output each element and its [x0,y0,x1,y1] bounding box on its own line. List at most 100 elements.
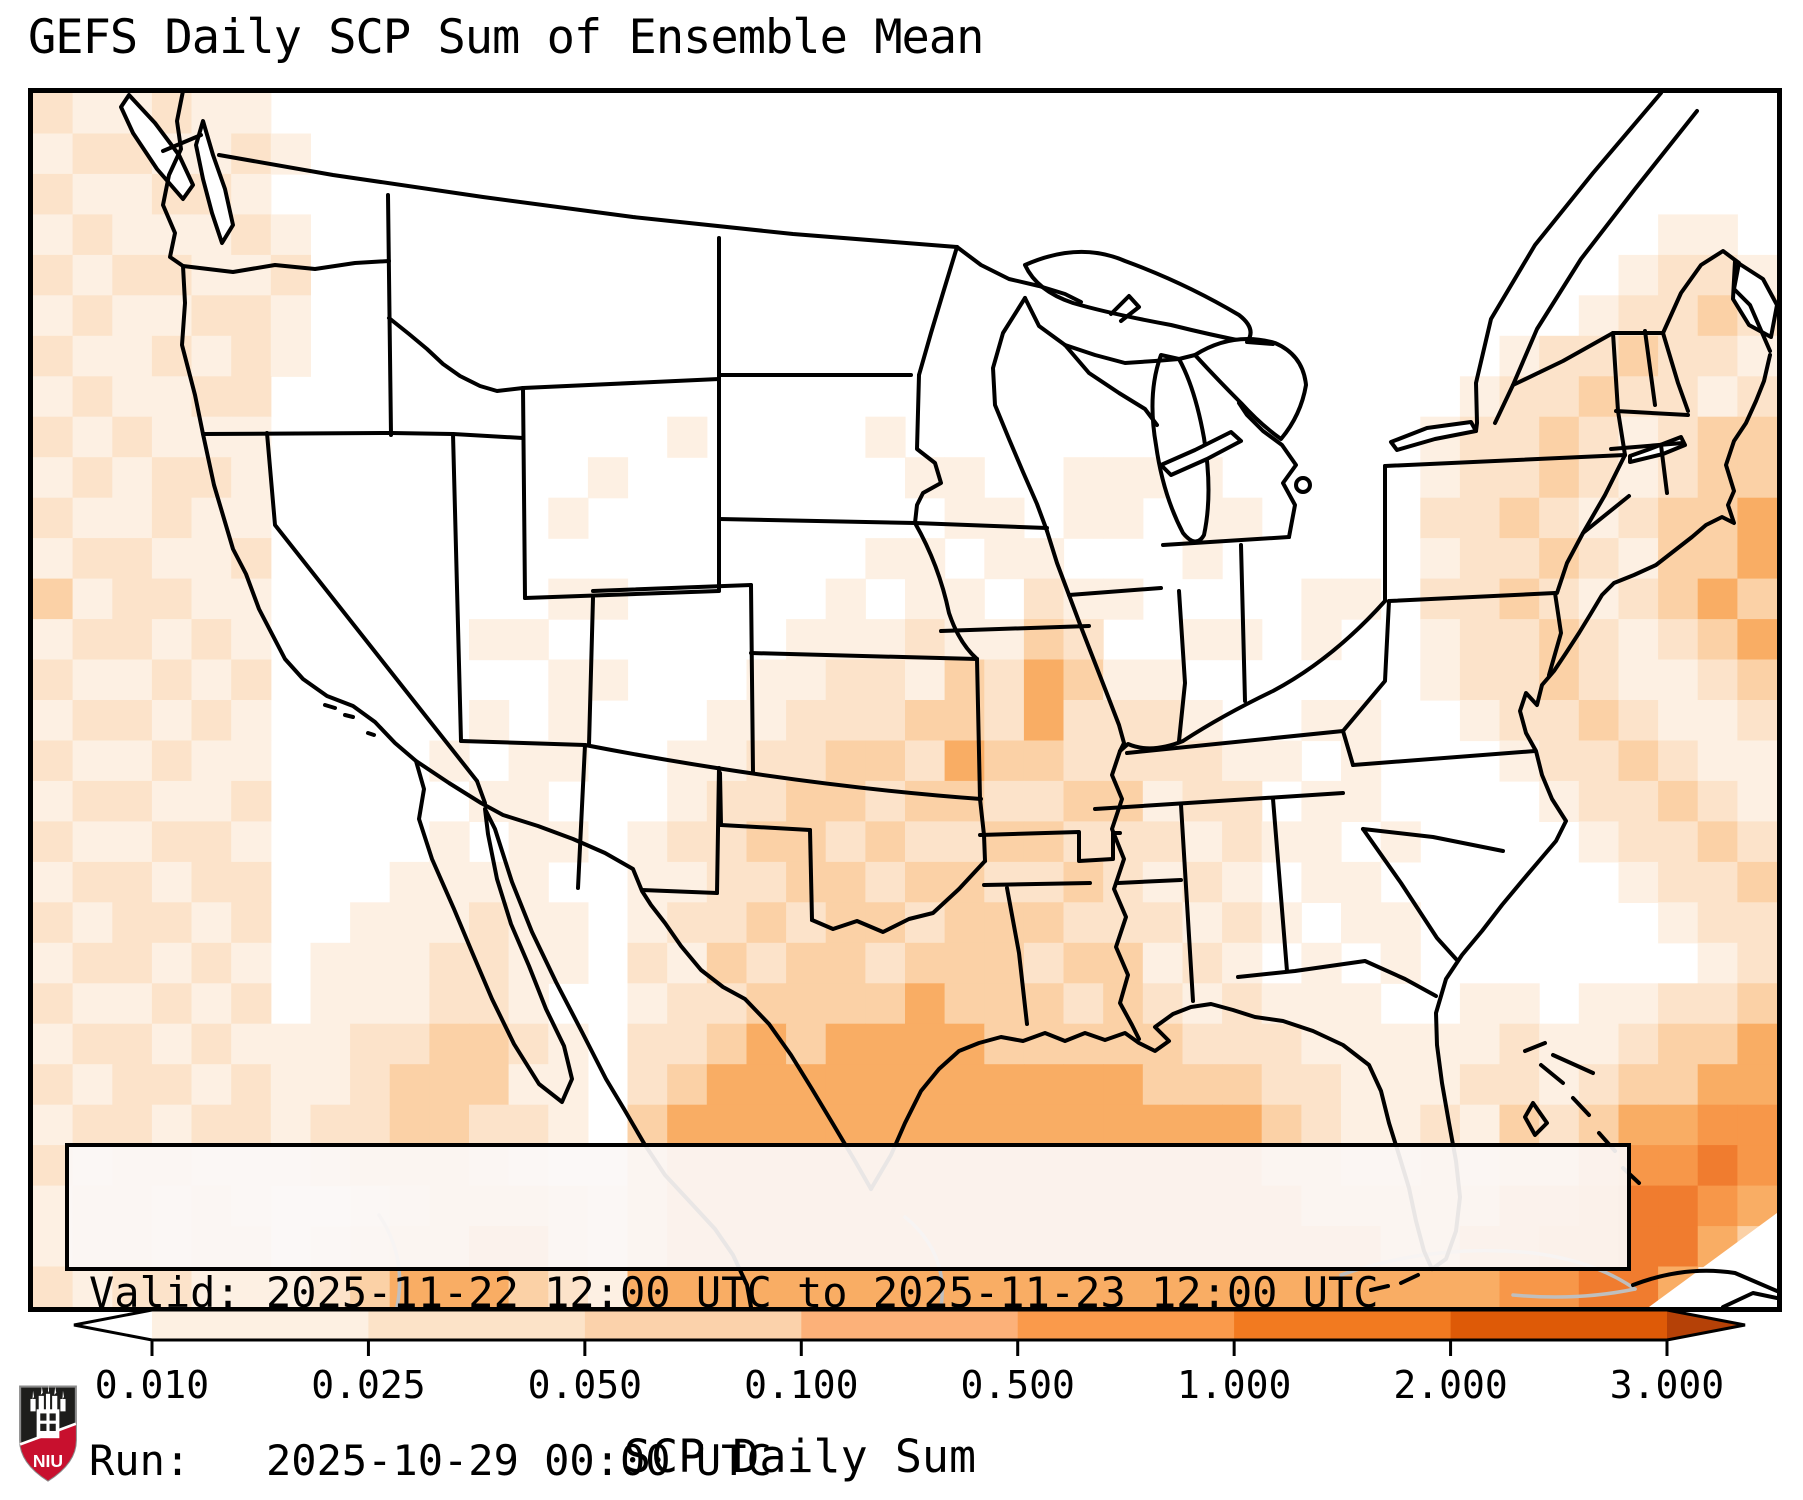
bahamas-islands [1523,1041,1641,1185]
heat-cell [1499,1266,1540,1307]
heat-cell [1697,214,1738,256]
florida-keys [1369,1273,1420,1292]
heat-cell [984,780,1025,822]
az-nm-border [576,743,587,890]
heat-cell [389,1104,430,1146]
heat-cell [1023,821,1065,863]
heat-cell [587,457,629,499]
heat-cell [1499,1104,1540,1146]
heat-cell [1142,1266,1183,1307]
castle-windows [40,1413,56,1431]
heat-cell [1103,497,1144,539]
heat-cell [1737,538,1777,580]
heat-cell [33,1023,74,1065]
heat-cell [746,1023,787,1065]
heat-cell [112,861,153,903]
heat-cell [1658,1185,1699,1227]
heat-cell [231,335,272,377]
sault [1245,340,1275,346]
heat-cell [33,457,74,499]
heat-cell [627,942,668,984]
heat-cell [72,416,113,458]
heat-cell [1658,861,1699,903]
heat-cell [33,376,74,418]
nm-south [640,888,719,895]
heat-cell [72,619,113,661]
lake-huron [1193,337,1308,441]
heat-cell [1737,578,1777,620]
heat-cell [1142,780,1183,822]
us-mexico-border [414,759,873,1191]
heat-cell [1539,740,1580,782]
heat-cell [1737,942,1777,984]
heat-cell [151,1064,193,1106]
heat-cell [191,1104,232,1146]
heat-cell [1658,1104,1699,1146]
heat-cell [72,983,113,1025]
heat-cell [548,497,589,539]
heat-cell [706,1023,747,1065]
heat-cell [1301,1266,1342,1307]
heat-cell [1222,861,1263,903]
heat-cell [1459,1266,1501,1307]
heat-cell [825,659,866,701]
heat-cell [72,376,113,418]
heat-cell [1023,902,1065,944]
heat-cell [746,1266,787,1307]
heat-cell [706,700,747,742]
heat-cell [33,254,74,296]
heat-cell [1658,740,1699,782]
heat-cell [1301,861,1342,903]
borders [161,93,1777,1307]
heat-cell [905,619,946,661]
heat-cell [72,173,113,215]
puget-sound [194,119,235,245]
heat-cell [1697,578,1738,620]
heat-cell [1618,983,1659,1025]
heat-cell [1737,659,1777,701]
heat-cell [1578,821,1619,863]
heat-cell [231,659,272,701]
heat-cell [112,376,153,418]
heat-cell [1697,700,1738,742]
heat-cell [984,538,1025,580]
heat-cell [1023,942,1065,984]
heat-cell [905,821,946,863]
wi-mi-border [1063,343,1159,427]
heat-cell [1499,983,1540,1025]
heat-cell [667,1104,708,1146]
heat-cell [1103,1064,1144,1106]
colorbar-tick-labels: 0.010 0.025 0.050 0.100 0.500 1.000 2.000 3.000 [95,1363,1724,1407]
heat-cell [72,902,113,944]
heat-cell [1697,983,1738,1025]
heat-cell [1103,578,1144,620]
heat-cell [1261,1023,1302,1065]
heat-cell [33,578,74,620]
heat-cell [1578,538,1619,580]
ct-ri-border [1659,443,1669,495]
heat-cell [1658,214,1699,256]
heat-cell [508,1104,549,1146]
heat-cell [1182,861,1223,903]
ma-north-border [1614,409,1690,417]
heat-cell [667,780,708,822]
sd-mn-border [913,373,943,525]
heat-cell [191,861,232,903]
heat-cell [112,902,153,944]
tn-nc-border [1341,729,1355,767]
heat-cell [1618,700,1659,742]
heat-cell [310,1064,351,1106]
heat-cell [865,983,906,1025]
colorbar-tick-label: 0.050 [528,1363,642,1407]
heat-cell [1618,254,1659,296]
heat-cell [825,578,866,620]
heat-cell [1618,335,1659,377]
heat-cell [429,902,470,944]
heat-cell [1063,942,1104,984]
colorbar-under-arrow [74,1310,152,1340]
heat-cell [231,700,272,742]
heat-cell [72,93,113,135]
vt-nh-border [1643,329,1657,407]
heat-cell [1341,1064,1382,1106]
